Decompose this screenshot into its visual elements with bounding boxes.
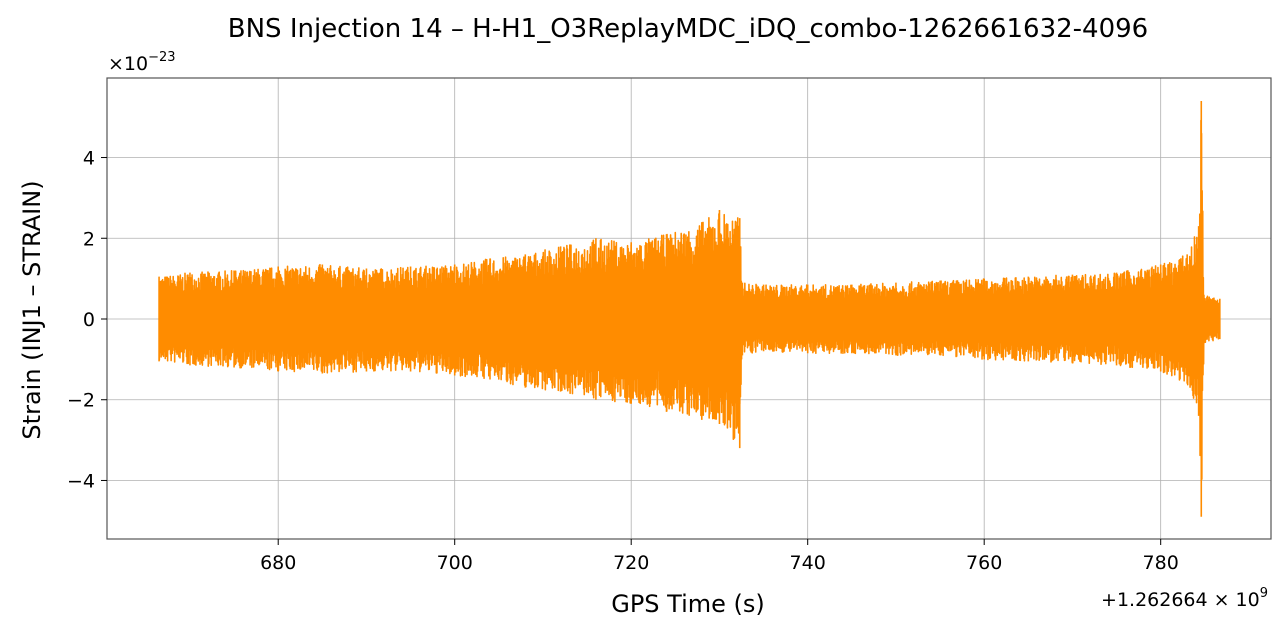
y-tick-label: −2 — [67, 390, 95, 412]
y-tick-label: 4 — [83, 148, 95, 170]
chart-title: BNS Injection 14 – H-H1_O3ReplayMDC_iDQ_… — [228, 14, 1148, 44]
axes-frame — [106, 77, 1272, 540]
x-tick-label: 720 — [613, 552, 649, 574]
x-tick-label: 780 — [1143, 552, 1179, 574]
x-tick-label: 700 — [437, 552, 473, 574]
y-multiplier-exponent: −23 — [148, 50, 175, 65]
y-tick-label: 2 — [83, 228, 95, 250]
plot-area — [158, 101, 1221, 517]
x-tick-label: 760 — [966, 552, 1002, 574]
y-tick-label: 0 — [83, 309, 95, 331]
x-offset-exponent: 9 — [1260, 586, 1268, 601]
strain-series-line — [158, 101, 1221, 517]
y-axis-label: Strain (INJ1 – STRAIN) — [18, 180, 46, 439]
y-tick-label: −4 — [67, 470, 95, 492]
x-axis-offset: +1.262664 × 109 — [1101, 586, 1268, 611]
x-offset-times: × — [1214, 589, 1230, 611]
y-axis-ticks: −4 −2 0 2 4 — [67, 148, 107, 492]
x-axis-ticks: 680 700 720 740 760 780 — [260, 539, 1179, 574]
x-tick-label: 740 — [790, 552, 826, 574]
x-offset-ten: 10 — [1236, 589, 1260, 611]
x-axis-label: GPS Time (s) — [611, 590, 765, 618]
x-tick-label: 680 — [260, 552, 296, 574]
y-multiplier-base: ×10 — [108, 53, 148, 75]
y-axis-multiplier: ×10−23 — [108, 50, 176, 75]
x-offset-base: +1.262664 — [1101, 589, 1208, 611]
